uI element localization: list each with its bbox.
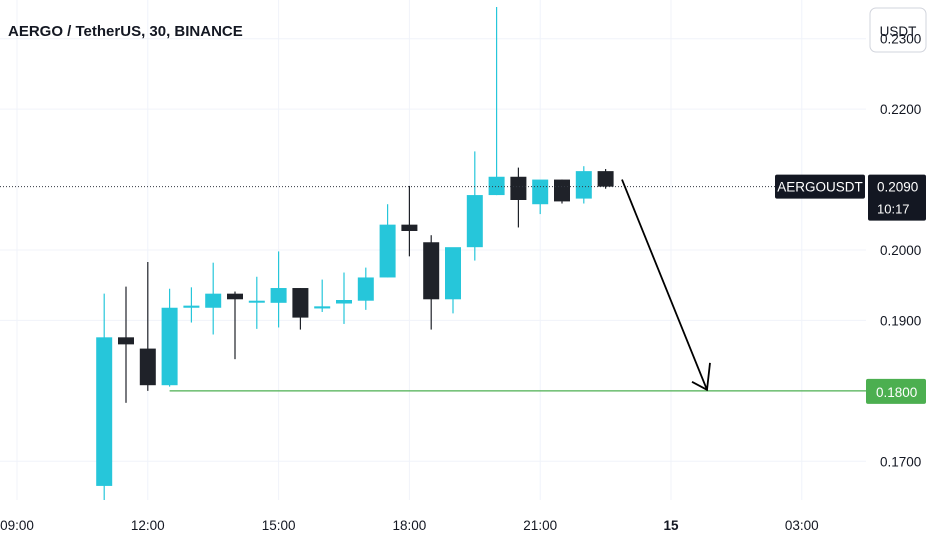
candle-body [401, 224, 418, 231]
time-tick-label: 21:00 [523, 518, 557, 533]
candle [161, 288, 178, 387]
candle [270, 251, 287, 328]
candle-body [488, 176, 505, 196]
candle-body [597, 171, 614, 187]
candle-body [575, 171, 592, 199]
bar-countdown: 10:17 [877, 202, 910, 217]
price-tags: AERGOUSDT 0.2090 10:17 0.1800 [775, 174, 926, 404]
candle [401, 185, 418, 257]
candle [445, 247, 461, 314]
time-tick-label: 15 [663, 518, 679, 533]
candle-body [466, 195, 483, 248]
candle [597, 169, 614, 189]
price-axis[interactable]: 0.2300 0.2200 0.2000 0.1900 0.1700 [880, 32, 921, 470]
chart-title: AERGO / TetherUS, 30, BINANCE [8, 23, 243, 40]
candle-body [292, 288, 309, 318]
candle-body [379, 224, 396, 278]
candle [488, 7, 505, 196]
time-tick-label: 12:00 [131, 518, 165, 533]
candle [357, 267, 374, 310]
candle-body [532, 179, 549, 205]
currency-button[interactable]: USDT [869, 7, 927, 53]
candle-body [183, 305, 200, 308]
candle [510, 167, 527, 228]
candle [227, 291, 243, 360]
current-price-tag: 0.2090 10:17 [868, 174, 926, 221]
arrow-shaft[interactable] [621, 179, 708, 391]
candle-body [96, 337, 113, 486]
symbol-tag-label: AERGOUSDT [777, 180, 863, 195]
candle [183, 287, 200, 323]
candle [466, 151, 483, 261]
candle-body [510, 176, 527, 200]
candle [336, 272, 352, 324]
drawings-layer [0, 179, 866, 392]
candle-body [270, 288, 287, 303]
candle [379, 204, 396, 278]
candle [118, 286, 134, 403]
candle [96, 293, 113, 500]
current-price-value: 0.2090 [877, 180, 918, 195]
candle-body [118, 337, 134, 345]
time-tick-label: 18:00 [393, 518, 427, 533]
support-price-value: 0.1800 [876, 385, 917, 400]
price-tick-label: 0.2300 [880, 32, 921, 47]
candle-body [554, 179, 570, 202]
candle [423, 235, 440, 330]
candle-body [161, 307, 178, 386]
candle [575, 166, 592, 204]
candle-body [423, 242, 440, 300]
candle-body [205, 293, 222, 308]
arrow-head [691, 362, 711, 392]
candle-body [336, 300, 352, 304]
candle-body [248, 300, 265, 303]
candle-body [357, 277, 374, 301]
candle-body [314, 306, 331, 309]
candles-layer [96, 7, 614, 500]
candle-body [227, 293, 243, 300]
time-tick-label: 03:00 [785, 518, 819, 533]
candle [554, 179, 570, 204]
support-price-tag: 0.1800 [866, 378, 926, 404]
price-tick-label: 0.1900 [880, 313, 921, 328]
candle [139, 261, 156, 391]
time-tick-label: 09:00 [0, 518, 34, 533]
candle [314, 279, 331, 312]
time-axis[interactable]: 09:00 12:00 15:00 18:00 21:00 15 03:00 [0, 518, 819, 533]
candle [248, 276, 265, 329]
currency-label: USDT [880, 24, 917, 39]
candle-body [445, 247, 461, 300]
candle-body [139, 348, 156, 386]
candle [205, 262, 222, 335]
candle [532, 179, 549, 215]
price-tick-label: 0.2200 [880, 102, 921, 117]
chart-grid [0, 0, 866, 500]
time-tick-label: 15:00 [262, 518, 296, 533]
price-tick-label: 0.2000 [880, 243, 921, 258]
symbol-tag: AERGOUSDT [775, 174, 865, 199]
price-tick-label: 0.1700 [880, 454, 921, 469]
candle [292, 288, 309, 330]
